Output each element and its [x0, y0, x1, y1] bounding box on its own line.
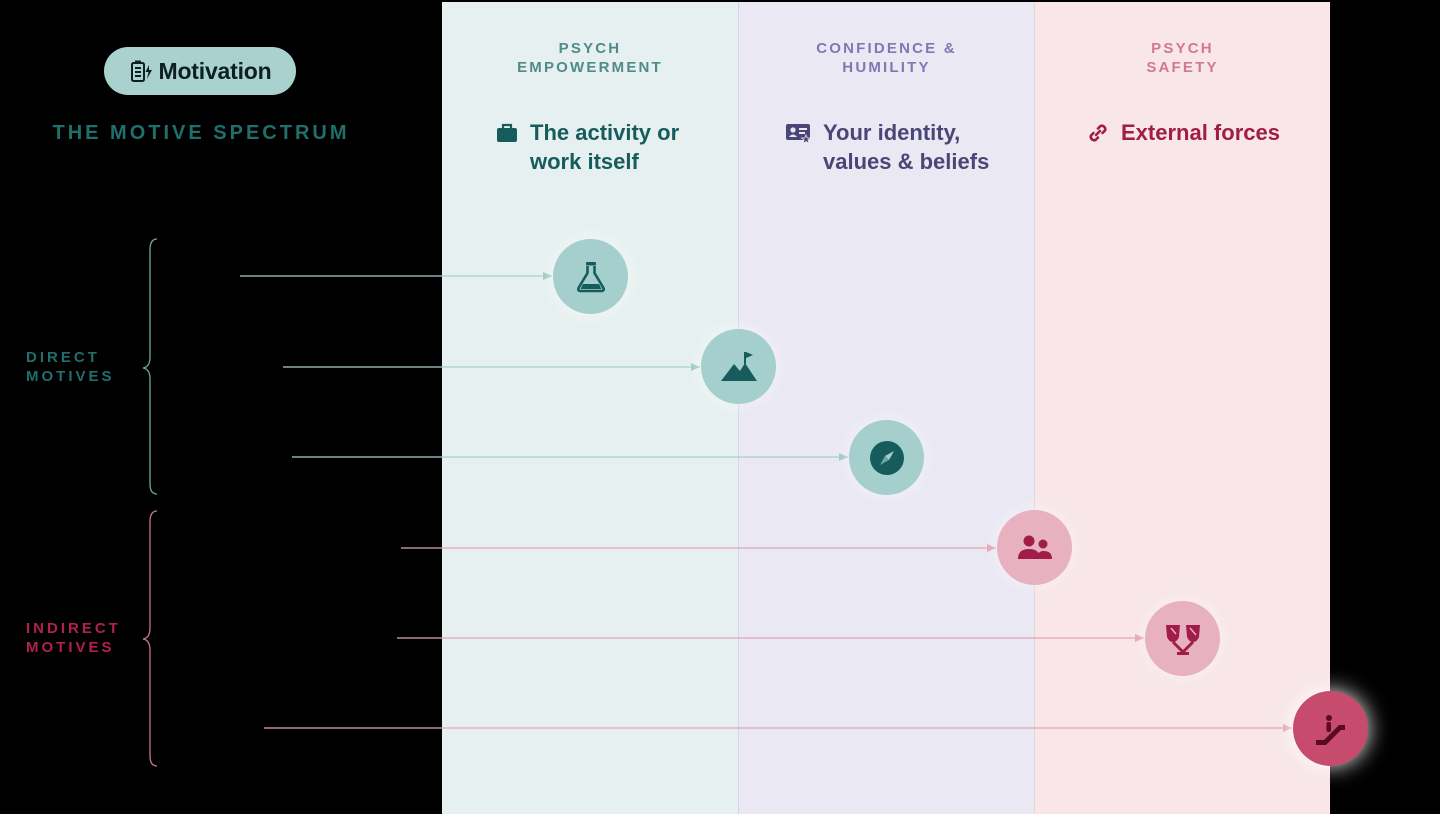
people-icon: [1017, 535, 1052, 559]
column-heading-text: External forces: [1121, 120, 1280, 145]
id-card-icon: [786, 124, 811, 144]
indirect-bracket: [142, 510, 158, 767]
direct-bracket: [142, 238, 158, 495]
motivation-pill: Motivation: [104, 47, 296, 95]
escalator-icon: [1315, 714, 1345, 745]
direct-motives-label: DIRECT MOTIVES: [26, 349, 115, 385]
column-psych-safety: PSYCH SAFETY External forces: [1034, 2, 1330, 814]
spectrum-title: THE MOTIVE SPECTRUM: [52, 122, 350, 144]
column-title: PSYCH EMPOWERMENT: [517, 40, 663, 76]
motive-node: [701, 329, 776, 404]
motive-node: [1145, 601, 1220, 676]
battery-bolt-icon: [130, 60, 152, 82]
column-heading: Your identity, values & beliefs: [785, 118, 989, 176]
briefcase-icon: [497, 123, 517, 142]
compass-icon: [869, 440, 904, 475]
motive-node: [849, 420, 924, 495]
link-icon: [1089, 124, 1107, 142]
mountain-flag-icon: [720, 351, 757, 381]
motive-node: [1293, 691, 1368, 766]
column-heading-text: Your identity, values & beliefs: [823, 120, 990, 174]
indirect-motives-label: INDIRECT MOTIVES: [26, 620, 121, 656]
pill-label: Motivation: [158, 57, 272, 84]
column-heading-text: The activity or work itself: [530, 120, 680, 174]
column-heading: External forces: [1087, 118, 1280, 147]
column-confidence-humility: CONFIDENCE & HUMILITY Your identity, val…: [738, 2, 1034, 814]
motive-node: [553, 239, 628, 314]
motive-node: [997, 510, 1072, 585]
column-title: PSYCH SAFETY: [1146, 40, 1219, 76]
column-heading: The activity or work itself: [496, 118, 679, 176]
column-psych-empowerment: PSYCH EMPOWERMENT The activity or work i…: [442, 2, 738, 814]
flask-icon: [576, 261, 605, 292]
column-title: CONFIDENCE & HUMILITY: [816, 40, 957, 76]
broken-trophy-icon: [1165, 624, 1200, 655]
